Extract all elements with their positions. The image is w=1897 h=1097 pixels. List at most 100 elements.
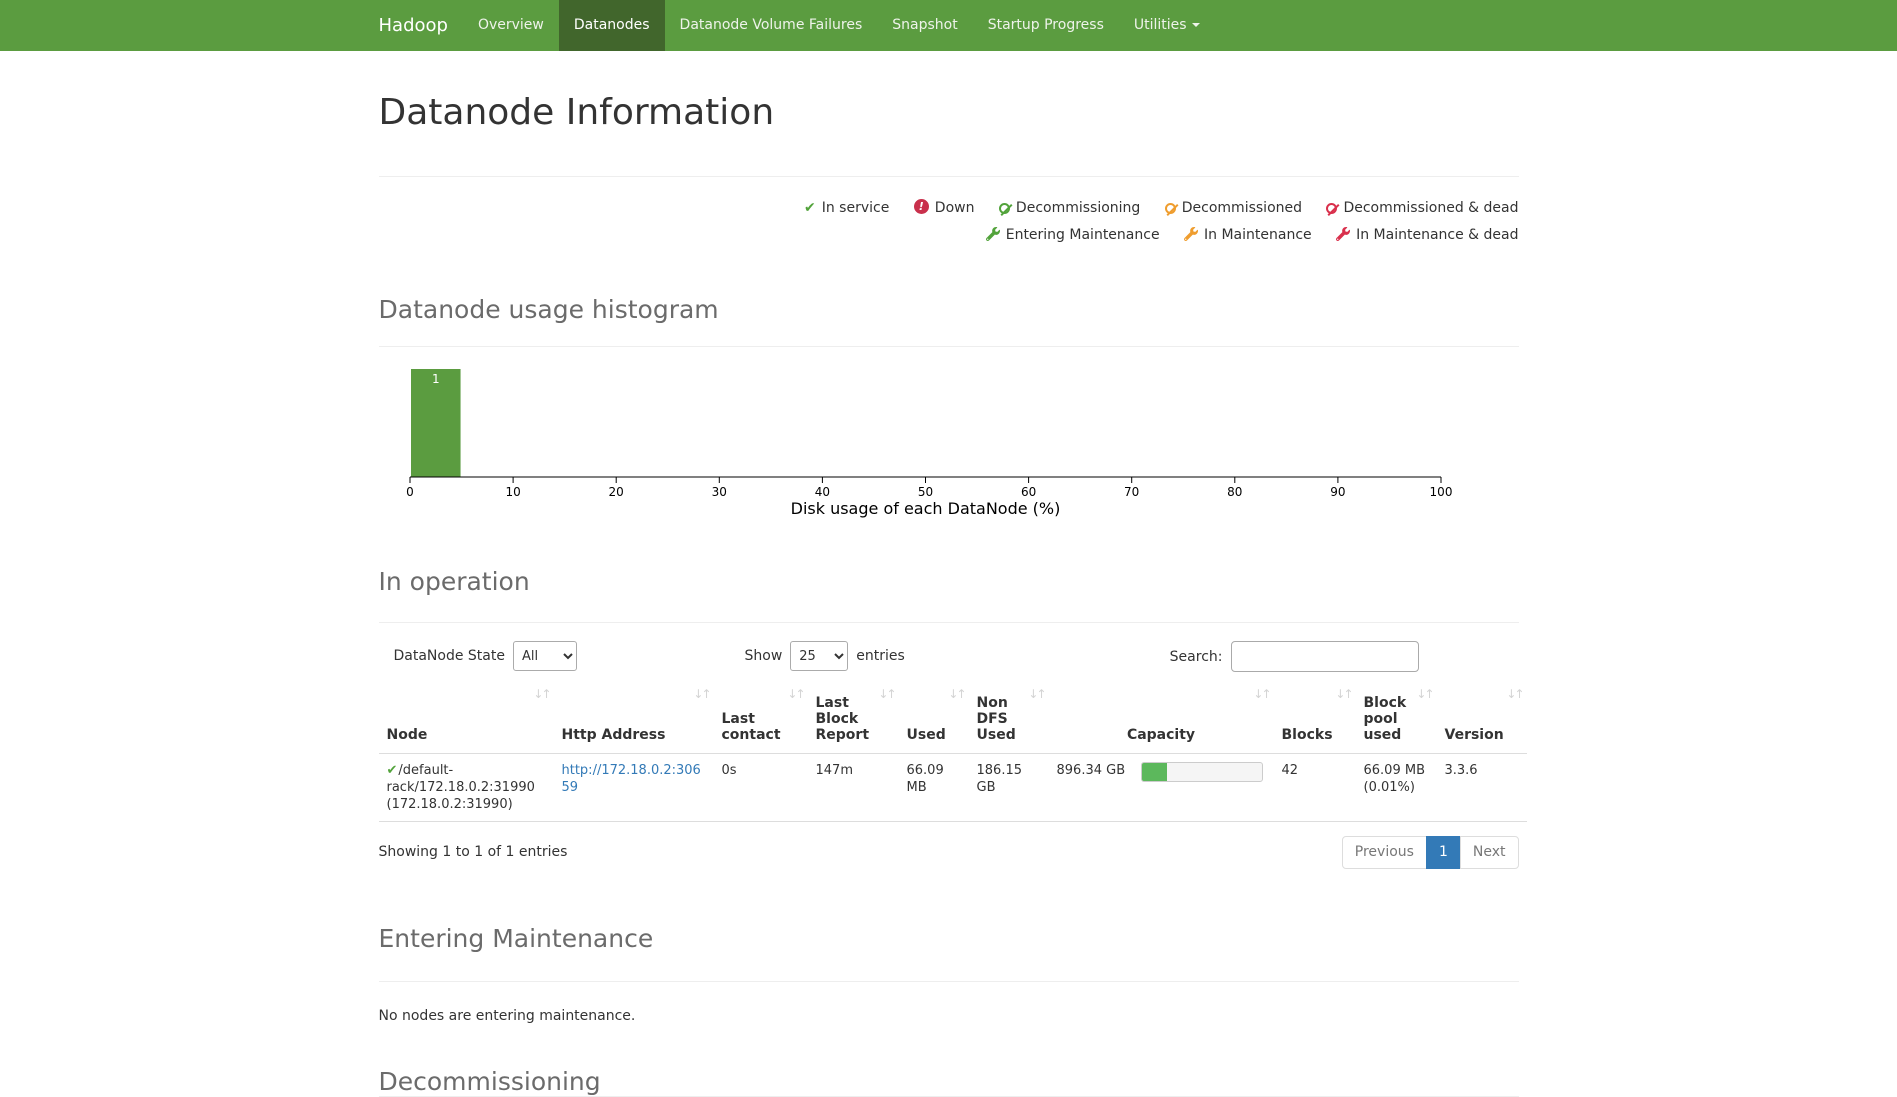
pagination-next-button[interactable]: Next — [1459, 835, 1519, 870]
node-state-legend: ✔ In service ! Down Decommissioning Decomm… — [379, 195, 1519, 249]
col-header-block-pool-used[interactable]: ↓↑ Block pool used — [1355, 683, 1437, 754]
nav-utilities-label: Utilities — [1133, 17, 1187, 33]
col-header-non-dfs-used[interactable]: ↓↑ Non DFS Used — [968, 683, 1049, 754]
navbar-brand[interactable]: Hadoop — [378, 15, 448, 36]
legend-down: ! Down — [913, 199, 975, 216]
wrench-icon — [985, 227, 1000, 241]
nav-snapshot[interactable]: Snapshot — [892, 17, 958, 33]
datanode-state-select[interactable]: All — [512, 641, 577, 671]
pagination-previous-button[interactable]: Previous — [1341, 835, 1427, 870]
legend-label: Entering Maintenance — [1005, 227, 1160, 243]
sort-icon: ↓↑ — [948, 687, 966, 701]
svg-text:60: 60 — [1020, 485, 1035, 499]
cell-node: ✔/default-rack/172.18.0.2:31990 (172.18.… — [378, 753, 554, 822]
cell-block-pool-used: 66.09 MB (0.01%) — [1355, 753, 1437, 822]
col-label: Non DFS Used — [976, 694, 1016, 743]
datanodes-table: ↓↑ Node ↓↑ Http Address ↓↑ Last contact ↓↑ L… — [378, 683, 1527, 822]
search-input[interactable] — [1230, 641, 1419, 672]
ban-circle-icon — [1164, 203, 1176, 214]
capacity-value: 896.34 GB — [1056, 762, 1126, 778]
capacity-usage-bar-fill — [1142, 762, 1168, 781]
entering-maintenance-section-title: Entering Maintenance — [378, 924, 1519, 983]
sort-icon: ↓↑ — [533, 687, 551, 701]
cell-last-contact: 0s — [713, 753, 808, 822]
legend-row-2: Entering Maintenance In Maintenance In M… — [379, 222, 1519, 249]
caret-down-icon — [1191, 23, 1200, 27]
col-header-last-contact[interactable]: ↓↑ Last contact — [713, 683, 808, 754]
nav-overview[interactable]: Overview — [477, 17, 544, 33]
col-header-blocks[interactable]: ↓↑ Blocks — [1273, 683, 1356, 754]
col-label: Block pool used — [1363, 694, 1407, 743]
wrench-icon — [1336, 227, 1351, 241]
legend-label: In Maintenance & dead — [1356, 227, 1519, 243]
col-header-http-address[interactable]: ↓↑ Http Address — [553, 683, 714, 754]
cell-http-address: http://172.18.0.2:30659 — [553, 753, 714, 822]
legend-row-1: ✔ In service ! Down Decommissioning Decomm… — [379, 195, 1519, 222]
col-header-version[interactable]: ↓↑ Version — [1436, 683, 1527, 754]
col-label: Http Address — [561, 726, 666, 743]
legend-entering-maintenance: Entering Maintenance — [985, 227, 1160, 243]
page-title: Datanode Information — [378, 92, 1519, 177]
col-label: Last contact — [721, 710, 781, 743]
sort-icon: ↓↑ — [1253, 687, 1271, 701]
sort-icon: ↓↑ — [1335, 687, 1353, 701]
svg-text:30: 30 — [711, 485, 726, 499]
pagination: Previous 1 Next — [1341, 835, 1519, 870]
legend-label: In Maintenance — [1204, 227, 1312, 243]
http-address-link[interactable]: http://172.18.0.2:30659 — [561, 762, 701, 795]
svg-text:20: 20 — [608, 485, 623, 499]
table-row: ✔/default-rack/172.18.0.2:31990 (172.18.… — [378, 753, 1527, 822]
capacity-usage-bar — [1141, 761, 1264, 782]
nav-datanodes[interactable]: Datanodes — [558, 0, 665, 51]
navbar: Hadoop Overview Datanodes Datanode Volum… — [0, 0, 1897, 51]
col-label: Capacity — [1126, 726, 1196, 743]
legend-in-service: ✔ In service — [804, 200, 889, 216]
nav-startup-progress[interactable]: Startup Progress — [987, 17, 1104, 33]
entering-maintenance-empty-text: No nodes are entering maintenance. — [378, 1008, 636, 1025]
in-operation-section-title: In operation — [378, 567, 1519, 623]
col-label: Version — [1444, 726, 1504, 743]
col-header-used[interactable]: ↓↑ Used — [898, 683, 969, 754]
nav-datanode-volume-failures[interactable]: Datanode Volume Failures — [679, 17, 863, 33]
cell-blocks: 42 — [1273, 753, 1356, 822]
entries-label: entries — [856, 648, 905, 664]
legend-decommissioned: Decommissioned — [1164, 200, 1303, 216]
legend-label: Decommissioning — [1015, 200, 1141, 216]
sort-icon: ↓↑ — [693, 687, 711, 701]
cell-version: 3.3.6 — [1436, 753, 1527, 822]
svg-text:80: 80 — [1227, 485, 1242, 499]
col-header-node[interactable]: ↓↑ Node — [378, 683, 554, 754]
svg-text:70: 70 — [1124, 485, 1139, 499]
col-label: Used — [906, 726, 946, 743]
ban-circle-icon — [998, 203, 1010, 214]
svg-text:Disk usage of each DataNode (%: Disk usage of each DataNode (%) — [790, 499, 1060, 518]
table-controls: DataNode State All Show 25 entries Searc… — [379, 641, 1519, 675]
block-pool-used-value: 66.09 MB — [1363, 762, 1425, 778]
nav-utilities-dropdown[interactable]: Utilities — [1119, 0, 1215, 51]
svg-text:100: 100 — [1429, 485, 1452, 499]
node-detail: (172.18.0.2:31990) — [386, 796, 513, 812]
block-pool-used-percent: (0.01%) — [1363, 779, 1415, 795]
svg-text:10: 10 — [505, 485, 520, 499]
svg-text:0: 0 — [406, 485, 414, 499]
legend-label: Decommissioned — [1181, 200, 1303, 216]
decommissioning-section-title: Decommissioning — [378, 1067, 1519, 1097]
legend-in-maintenance-dead: In Maintenance & dead — [1336, 227, 1519, 243]
svg-text:40: 40 — [814, 485, 829, 499]
cell-used: 66.09 MB — [898, 753, 969, 822]
col-header-capacity[interactable]: ↓↑ Capacity — [1048, 683, 1274, 754]
sort-icon: ↓↑ — [878, 687, 896, 701]
col-label: Node — [386, 726, 428, 743]
col-label: Last Block Report — [815, 694, 870, 743]
show-entries-select[interactable]: 25 — [790, 641, 849, 671]
node-name: /default-rack/172.18.0.2:31990 — [386, 762, 535, 795]
histogram-section-title: Datanode usage histogram — [378, 295, 1519, 347]
pagination-page-1-button[interactable]: 1 — [1425, 835, 1461, 870]
svg-text:50: 50 — [917, 485, 932, 499]
sort-icon: ↓↑ — [787, 687, 805, 701]
table-header-row: ↓↑ Node ↓↑ Http Address ↓↑ Last contact ↓↑ L… — [378, 683, 1527, 754]
legend-decommissioning: Decommissioning — [998, 200, 1141, 216]
legend-label: Down — [934, 200, 975, 216]
col-header-last-block-report[interactable]: ↓↑ Last Block Report — [807, 683, 899, 754]
